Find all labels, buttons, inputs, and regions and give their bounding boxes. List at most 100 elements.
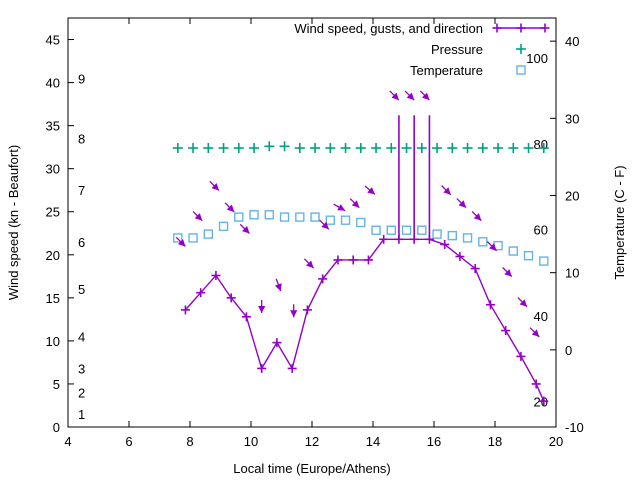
wind-direction-arrow [364,185,376,195]
beaufort-label: 5 [78,282,85,297]
temperature-marker [249,210,259,220]
temperature-marker [188,233,198,243]
temperature-marker [173,233,183,243]
wind-direction-arrow [419,90,430,101]
temperature-marker [478,237,488,247]
arrow-head [337,204,346,211]
y-tick-label: 25 [46,205,60,220]
gust-bars [398,115,431,240]
y-axis-title: Wind speed (kn - Beaufort) [6,145,21,300]
y-tick-label: 20 [46,248,60,263]
beaufort-label: 7 [78,183,85,198]
legend-label: Pressure [431,42,483,57]
x-tick-label: 10 [244,434,258,449]
wind-direction-arrow [239,223,250,235]
temperature-marker [539,256,549,266]
fahrenheit-label: 80 [534,137,548,152]
temperature-marker [401,225,412,235]
temperature-marker [295,212,305,222]
x-tick-label: 20 [549,434,563,449]
temperature-marker [234,212,244,222]
arrow-head [242,226,250,234]
y-tick-label: 45 [46,33,60,48]
arrow-head [177,238,186,247]
arrow-head [321,221,329,230]
wind-direction-arrow [502,266,513,278]
y-tick-label: 15 [46,291,60,306]
arrow-head [194,213,203,221]
y-tick-label: 5 [53,377,60,392]
x-tick-label: 18 [488,434,502,449]
wind-direction-arrow [303,258,315,269]
y2-tick-label: 20 [565,188,579,203]
temperature-marker [447,230,457,241]
y-tick-label: 10 [46,334,60,349]
x-tick-label: 6 [125,434,132,449]
y-tick-label: 0 [53,420,60,435]
temperature-marker [279,212,290,222]
wind-direction-arrow [192,210,203,222]
arrow-head [489,243,497,251]
legend-label: Temperature [410,63,483,78]
beaufort-label: 2 [78,386,85,401]
legend-marker [516,65,526,75]
temperature-marker [371,225,381,235]
arrow-head [351,200,360,208]
fahrenheit-label: 40 [534,309,548,324]
arrow-head [473,213,482,221]
wind-direction-arrow [486,241,498,252]
wind-direction-arrow [175,236,186,247]
temperature-marker [386,225,396,235]
arrow-head [274,283,282,292]
axis-titles: Local time (Europe/Athens) Wind speed (kn… [6,145,627,476]
arrow-head [367,187,375,195]
legend: Wind speed, gusts, and direction Pressure… [294,21,550,78]
y2-tick-label: -10 [565,420,584,435]
pressure-series [172,141,549,154]
temperature-marker [325,215,335,225]
beaufort-label: 9 [78,71,85,86]
fahrenheit-label: 20 [534,395,548,410]
wind-direction-arrow [471,210,482,222]
y-tick-label: 40 [46,76,60,91]
wind-direction-arrow [389,90,400,101]
wind-direction-arrows [175,90,540,338]
fahrenheit-label: 100 [526,51,548,66]
x-tick-label: 4 [64,434,71,449]
temperature-marker [417,225,427,235]
wind-direction-arrow [456,198,467,209]
x-axis-title: Local time (Europe/Athens) [233,461,391,476]
inner-scale-labels: 1 2 3 4 5 6 7 8 9 20 40 60 80 100 [78,51,548,422]
arrow-head [504,269,512,277]
arrow-head [226,204,235,213]
arrow-head [391,92,399,101]
wind-direction-arrow [258,299,266,313]
wind-direction-arrow [517,297,528,308]
wind-speed-series [180,234,549,406]
beaufort-label: 1 [78,407,85,422]
arrow-head [406,92,415,101]
arrow-head [306,260,314,268]
arrow-head [290,310,298,318]
y-tick-label: 30 [46,162,60,177]
arrow-head [531,329,540,337]
temperature-marker [218,221,229,232]
wind-direction-arrow [224,202,235,213]
wind-direction-arrow [290,304,298,318]
temperature-marker [203,229,214,239]
wind-direction-arrow [319,219,330,230]
arrow-head [258,305,266,313]
temperature-marker [508,246,518,256]
y2-tick-label: 0 [565,343,572,358]
arrow-head [211,183,219,191]
temperature-marker [356,217,366,228]
y-tick-label: 35 [46,119,60,134]
x-tick-label: 16 [427,434,441,449]
legend-label: Wind speed, gusts, and direction [294,21,483,36]
temperature-marker [264,210,274,220]
wind-direction-arrow [529,327,540,338]
wind-direction-arrow [333,203,346,212]
